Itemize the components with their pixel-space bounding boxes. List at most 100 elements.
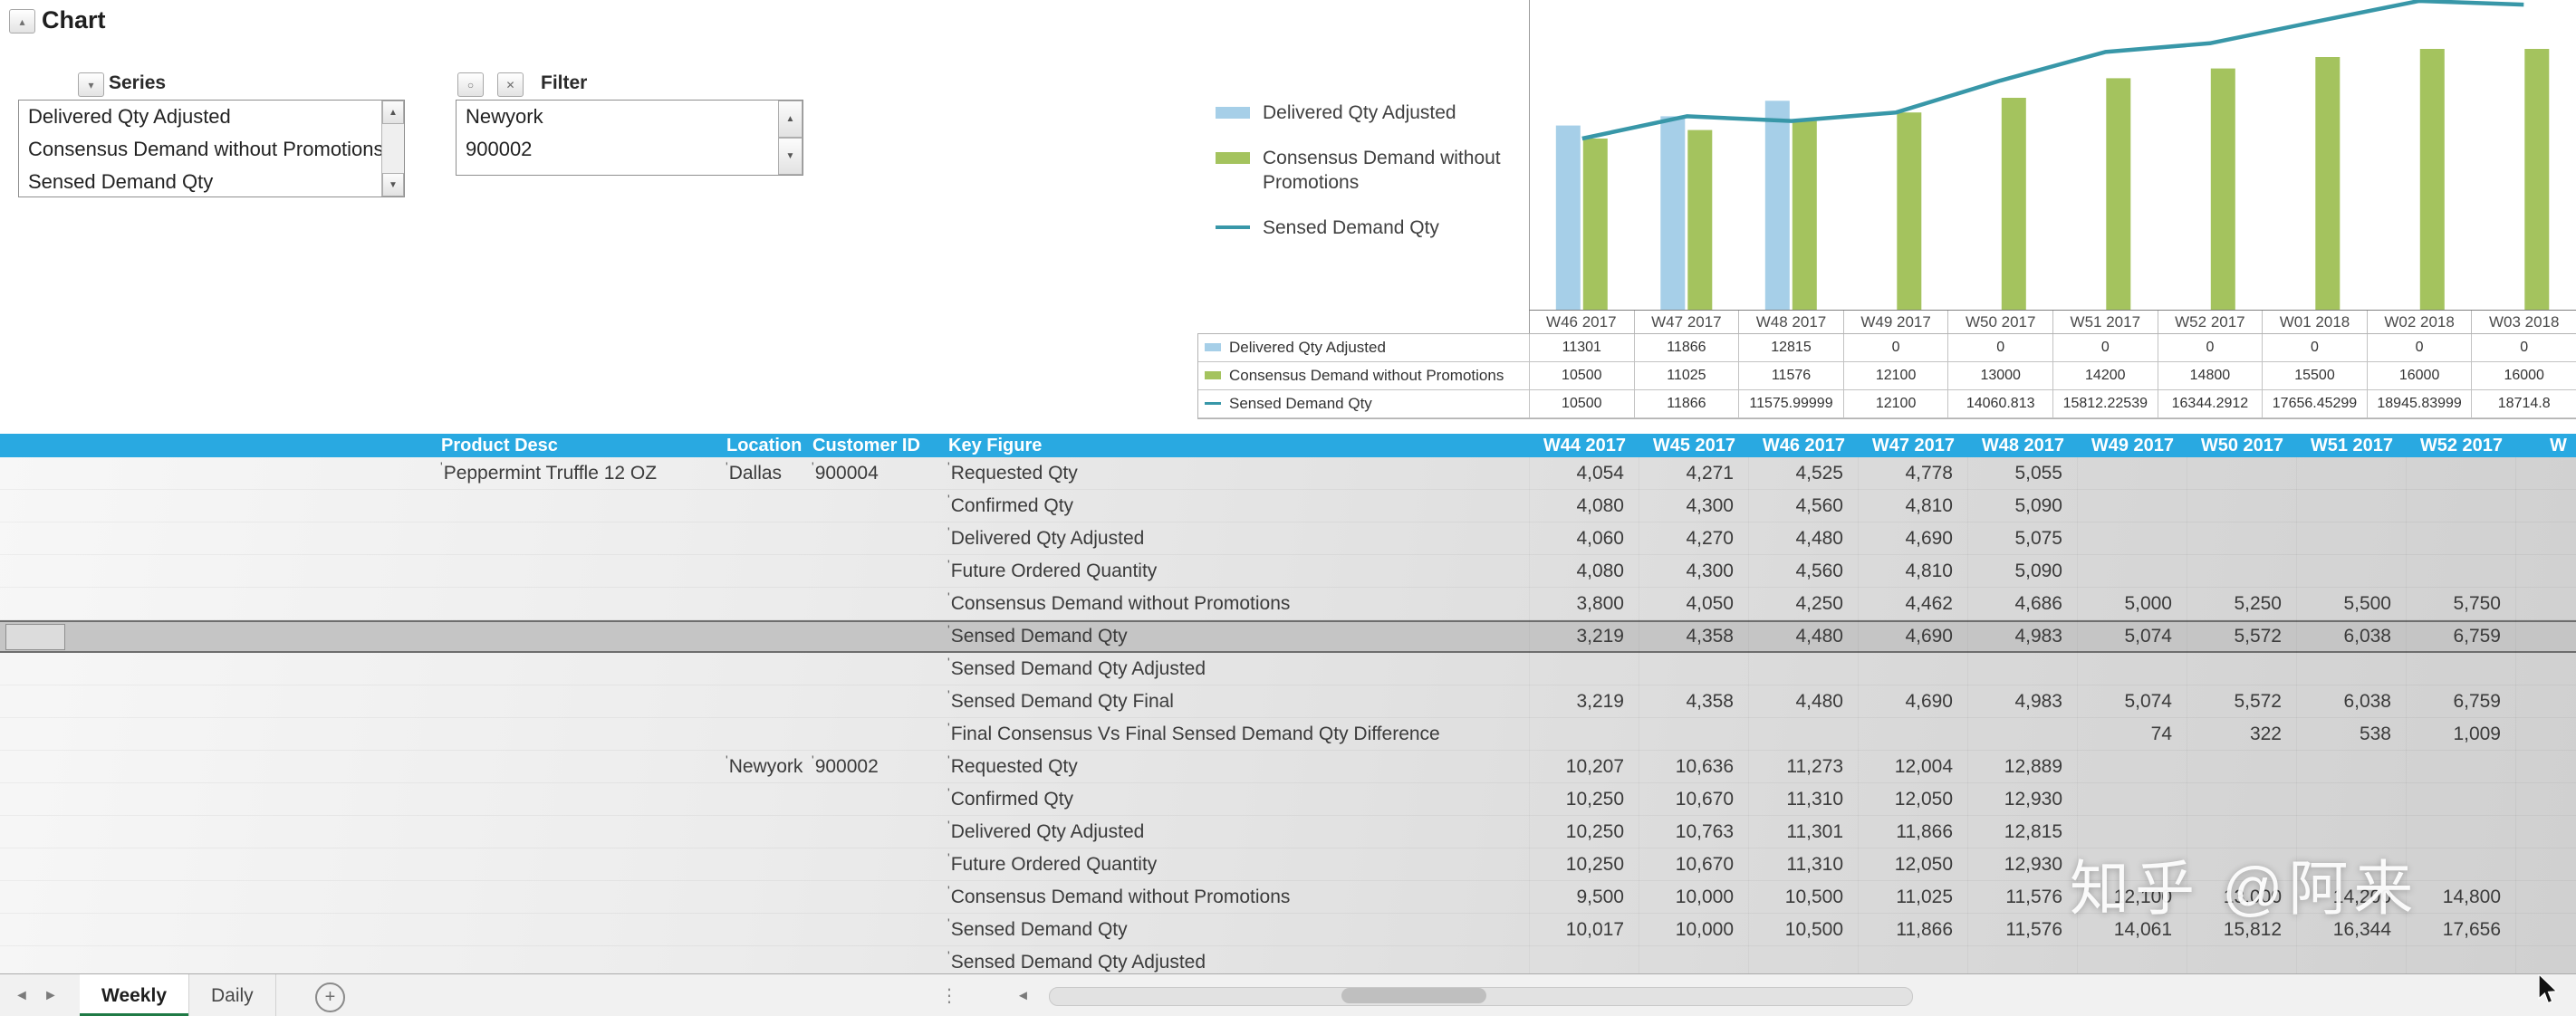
value-cell[interactable] bbox=[2077, 490, 2187, 522]
value-cell[interactable] bbox=[2406, 946, 2515, 973]
customer-id-cell[interactable] bbox=[806, 881, 942, 914]
value-cell[interactable] bbox=[2515, 457, 2576, 490]
value-cell[interactable]: 11,576 bbox=[1967, 914, 2077, 946]
value-cell[interactable]: 4,560 bbox=[1748, 555, 1858, 588]
table-row[interactable]: 'Sensed Demand Qty Adjusted bbox=[0, 946, 2576, 973]
value-cell[interactable]: 1,009 bbox=[2406, 718, 2515, 751]
value-cell[interactable]: 4,300 bbox=[1639, 555, 1748, 588]
location-cell[interactable]: 'Dallas bbox=[720, 457, 806, 490]
product-cell[interactable] bbox=[435, 881, 720, 914]
value-cell[interactable] bbox=[1529, 718, 1639, 751]
value-cell[interactable]: 11,273 bbox=[1748, 751, 1858, 783]
key-figure-cell[interactable]: 'Confirmed Qty bbox=[942, 783, 1529, 816]
value-cell[interactable]: 10,000 bbox=[1639, 881, 1748, 914]
value-cell[interactable]: 4,054 bbox=[1529, 457, 1639, 490]
filter-value[interactable]: Newyork bbox=[466, 105, 543, 128]
value-cell[interactable]: 6,759 bbox=[2406, 620, 2515, 653]
value-cell[interactable]: 4,250 bbox=[1748, 588, 1858, 620]
selection-handle[interactable] bbox=[5, 624, 65, 650]
key-figure-cell[interactable]: 'Delivered Qty Adjusted bbox=[942, 816, 1529, 848]
table-row[interactable]: 'Delivered Qty Adjusted 4,060 4,270 4,480 4,… bbox=[0, 522, 2576, 555]
value-cell[interactable]: 12,050 bbox=[1858, 783, 1967, 816]
value-cell[interactable] bbox=[2406, 522, 2515, 555]
product-cell[interactable] bbox=[435, 914, 720, 946]
column-header[interactable]: Customer ID bbox=[812, 436, 920, 455]
customer-id-cell[interactable] bbox=[806, 946, 942, 973]
customer-id-cell[interactable] bbox=[806, 685, 942, 718]
product-cell[interactable] bbox=[435, 718, 720, 751]
column-header-week[interactable]: W49 2017 bbox=[2091, 436, 2174, 455]
value-cell[interactable] bbox=[2406, 457, 2515, 490]
value-cell[interactable] bbox=[2515, 685, 2576, 718]
value-cell[interactable]: 4,778 bbox=[1858, 457, 1967, 490]
value-cell[interactable]: 6,038 bbox=[2296, 685, 2406, 718]
location-cell[interactable] bbox=[720, 718, 806, 751]
value-cell[interactable] bbox=[2187, 783, 2296, 816]
customer-id-cell[interactable] bbox=[806, 653, 942, 685]
filter-value[interactable]: 900002 bbox=[466, 138, 533, 160]
value-cell[interactable]: 4,690 bbox=[1858, 522, 1967, 555]
value-cell[interactable]: 12,815 bbox=[1967, 816, 2077, 848]
column-header-week[interactable]: W50 2017 bbox=[2200, 436, 2283, 455]
value-cell[interactable] bbox=[1748, 946, 1858, 973]
key-figure-cell[interactable]: 'Future Ordered Quantity bbox=[942, 555, 1529, 588]
key-figure-cell[interactable]: 'Delivered Qty Adjusted bbox=[942, 522, 1529, 555]
product-cell[interactable] bbox=[435, 588, 720, 620]
value-cell[interactable] bbox=[2515, 914, 2576, 946]
value-cell[interactable]: 5,090 bbox=[1967, 490, 2077, 522]
product-cell[interactable] bbox=[435, 522, 720, 555]
value-cell[interactable]: 10,000 bbox=[1639, 914, 1748, 946]
value-cell[interactable] bbox=[2296, 783, 2406, 816]
value-cell[interactable]: 9,500 bbox=[1529, 881, 1639, 914]
location-cell[interactable] bbox=[720, 685, 806, 718]
value-cell[interactable] bbox=[2515, 848, 2576, 881]
key-figure-cell[interactable]: 'Requested Qty bbox=[942, 457, 1529, 490]
value-cell[interactable]: 4,270 bbox=[1639, 522, 1748, 555]
customer-id-cell[interactable] bbox=[806, 620, 942, 653]
value-cell[interactable] bbox=[2406, 490, 2515, 522]
customer-id-cell[interactable]: '900004 bbox=[806, 457, 942, 490]
column-header-week[interactable]: W46 2017 bbox=[1762, 436, 1845, 455]
value-cell[interactable] bbox=[2187, 457, 2296, 490]
value-cell[interactable]: 5,055 bbox=[1967, 457, 2077, 490]
value-cell[interactable]: 5,090 bbox=[1967, 555, 2077, 588]
value-cell[interactable]: 4,060 bbox=[1529, 522, 1639, 555]
column-header-week[interactable]: W47 2017 bbox=[1871, 436, 1955, 455]
value-cell[interactable]: 6,038 bbox=[2296, 620, 2406, 653]
column-header-week[interactable]: W48 2017 bbox=[1981, 436, 2064, 455]
value-cell[interactable] bbox=[2515, 881, 2576, 914]
table-row[interactable]: 'Final Consensus Vs Final Sensed Demand … bbox=[0, 718, 2576, 751]
location-cell[interactable] bbox=[720, 588, 806, 620]
customer-id-cell[interactable] bbox=[806, 816, 942, 848]
value-cell[interactable]: 10,500 bbox=[1748, 881, 1858, 914]
value-cell[interactable] bbox=[1967, 653, 2077, 685]
value-cell[interactable]: 10,017 bbox=[1529, 914, 1639, 946]
table-row[interactable]: 'Delivered Qty Adjusted 10,250 10,763 11,30… bbox=[0, 816, 2576, 848]
location-cell[interactable] bbox=[720, 783, 806, 816]
value-cell[interactable]: 10,670 bbox=[1639, 848, 1748, 881]
value-cell[interactable] bbox=[2077, 783, 2187, 816]
key-figure-cell[interactable]: 'Requested Qty bbox=[942, 751, 1529, 783]
add-sheet-button[interactable]: + bbox=[315, 982, 345, 1012]
customer-id-cell[interactable] bbox=[806, 588, 942, 620]
product-cell[interactable] bbox=[435, 783, 720, 816]
value-cell[interactable] bbox=[2077, 457, 2187, 490]
value-cell[interactable] bbox=[2406, 783, 2515, 816]
series-listbox[interactable]: Delivered Qty Adjusted Consensus Demand w… bbox=[18, 100, 405, 197]
value-cell[interactable] bbox=[1858, 653, 1967, 685]
value-cell[interactable] bbox=[2187, 946, 2296, 973]
value-cell[interactable] bbox=[2187, 751, 2296, 783]
column-header[interactable]: Key Figure bbox=[948, 436, 1043, 455]
sheet-tab-weekly[interactable]: Weekly bbox=[80, 974, 189, 1016]
value-cell[interactable]: 5,075 bbox=[1967, 522, 2077, 555]
product-cell[interactable] bbox=[435, 848, 720, 881]
column-header[interactable]: Product Desc bbox=[441, 436, 558, 455]
value-cell[interactable]: 10,763 bbox=[1639, 816, 1748, 848]
horizontal-scrollbar[interactable] bbox=[1049, 987, 1913, 1006]
table-row[interactable]: 'Consensus Demand without Promotions 9,50… bbox=[0, 881, 2576, 914]
value-cell[interactable] bbox=[1967, 718, 2077, 751]
value-cell[interactable]: 5,074 bbox=[2077, 685, 2187, 718]
column-header-week[interactable]: W44 2017 bbox=[1543, 436, 1626, 455]
value-cell[interactable]: 4,480 bbox=[1748, 685, 1858, 718]
value-cell[interactable]: 4,690 bbox=[1858, 685, 1967, 718]
